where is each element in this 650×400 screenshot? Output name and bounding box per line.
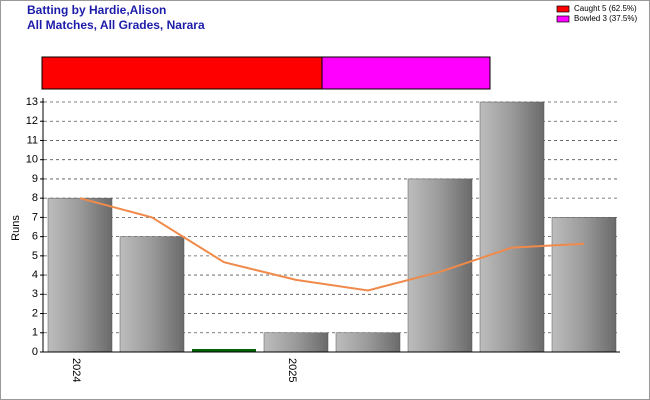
bar — [407, 178, 473, 353]
y-tick-label: 4 — [32, 269, 38, 281]
bar — [551, 217, 617, 353]
segment — [41, 56, 323, 90]
y-tick-label: 8 — [32, 192, 38, 204]
y-tick-label: 10 — [26, 154, 38, 166]
y-tick-label: 3 — [32, 288, 38, 300]
y-tick-label: 6 — [32, 231, 38, 243]
y-tick-label: 7 — [32, 211, 38, 223]
y-tick-label: 0 — [32, 346, 38, 358]
zero-marker — [192, 349, 256, 352]
line — [79, 197, 585, 292]
chart-subtitle: All Matches, All Grades, Narara — [27, 18, 205, 32]
y-tick-label: 1 — [32, 327, 38, 339]
legend-swatch — [556, 15, 570, 23]
bar — [263, 332, 329, 353]
bar — [335, 332, 401, 353]
legend-label: Bowled 3 (37.5%) — [574, 14, 637, 23]
y-tick-label: 13 — [26, 96, 38, 108]
segment — [321, 56, 491, 90]
legend-swatch — [556, 5, 570, 13]
y-axis-label: Runs — [10, 215, 22, 241]
y-tick-label: 5 — [32, 250, 38, 262]
y-tick-label: 12 — [26, 115, 38, 127]
bar — [479, 101, 545, 353]
x-tick-label: 2024 — [70, 358, 82, 382]
bar — [119, 236, 185, 353]
y-tick-label: 11 — [27, 134, 38, 146]
x-tick-label: 2025 — [286, 358, 298, 382]
legend-label: Caught 5 (62.5%) — [574, 4, 637, 13]
bar — [47, 197, 113, 353]
y-tick-label: 2 — [32, 307, 38, 319]
y-tick-label: 9 — [32, 173, 38, 185]
chart-title: Batting by Hardie,Alison — [27, 3, 166, 17]
